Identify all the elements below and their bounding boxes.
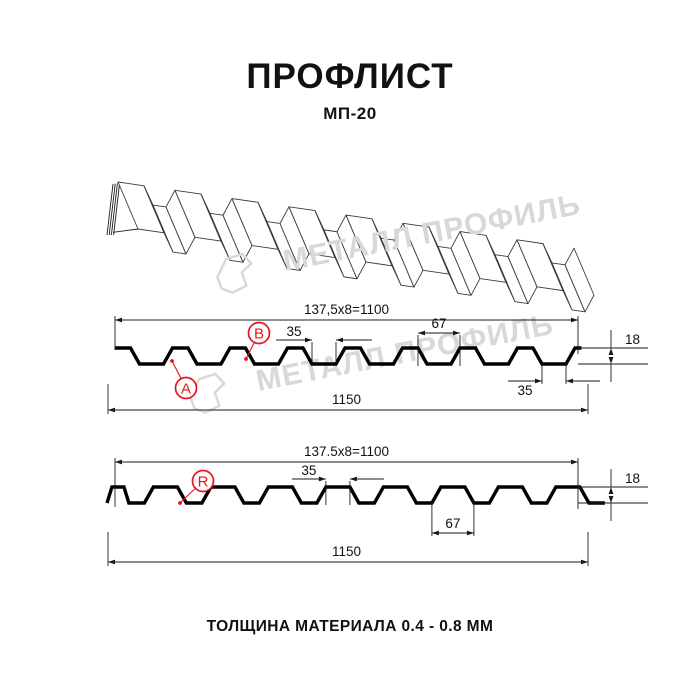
arrow-head xyxy=(571,459,578,465)
profile-outline-top xyxy=(115,346,582,366)
arrow-head xyxy=(535,378,542,384)
marker-r-tip xyxy=(178,501,182,505)
section-top-group: 137,5x8=1100 1150 35 67 35 18 A B xyxy=(107,302,648,414)
marker-r-label: R xyxy=(198,473,209,490)
arrow-head xyxy=(431,530,439,536)
arrow-head xyxy=(581,559,588,565)
arrow-head xyxy=(418,330,425,336)
arrow-head xyxy=(566,378,573,384)
dim-bottom-overall-top-section: 1150 xyxy=(332,392,361,407)
arrow-head xyxy=(608,348,614,355)
marker-b-circle xyxy=(247,321,271,345)
section-bottom-group: 137.5x8=1100 1150 35 67 18 R xyxy=(105,444,648,566)
iso-group xyxy=(106,181,595,313)
marker-a-tip xyxy=(170,359,174,363)
arrow-head xyxy=(305,337,312,343)
arrow-head xyxy=(115,459,122,465)
arrow-head xyxy=(466,530,474,536)
page-subtitle: МП-20 xyxy=(323,104,377,123)
dim-top-overall-bottom-section: 137.5x8=1100 xyxy=(304,444,389,459)
arrow-head xyxy=(349,476,357,482)
iso-slope-face xyxy=(564,247,595,313)
profile-outline-bottom xyxy=(105,485,605,505)
dim-35-lower: 35 xyxy=(517,383,532,398)
page-title: ПРОФЛИСТ xyxy=(246,57,454,96)
dim-height-top-section: 18 xyxy=(625,332,640,347)
arrow-head xyxy=(453,330,460,336)
dim-35-upper: 35 xyxy=(286,324,301,339)
arrow-head xyxy=(608,487,614,494)
arrow-head xyxy=(336,337,343,343)
arrow-head xyxy=(571,317,578,323)
marker-a-label: A xyxy=(181,380,191,397)
material-thickness-note: ТОЛЩИНА МАТЕРИАЛА 0.4 - 0.8 ММ xyxy=(206,618,494,635)
arrow-head xyxy=(608,357,614,364)
arrow-head xyxy=(581,407,588,413)
dim-35-bottom-section: 35 xyxy=(301,463,316,478)
arrow-head xyxy=(108,559,115,565)
arrow-head xyxy=(608,496,614,503)
dim-top-overall-top-section: 137,5x8=1100 xyxy=(304,302,389,317)
arrow-head xyxy=(108,407,115,413)
marker-r-circle xyxy=(191,469,215,493)
dim-67-bottom-section: 67 xyxy=(445,516,460,531)
dim-height-bottom-section: 18 xyxy=(625,471,640,486)
marker-a-circle xyxy=(174,376,198,400)
dim-bottom-overall-bottom-section: 1150 xyxy=(332,544,361,559)
arrow-head xyxy=(115,317,122,323)
marker-b-tip xyxy=(244,357,248,361)
arrow-head xyxy=(318,476,326,482)
dim-67-top-section: 67 xyxy=(431,316,446,331)
marker-b-label: B xyxy=(254,325,264,342)
